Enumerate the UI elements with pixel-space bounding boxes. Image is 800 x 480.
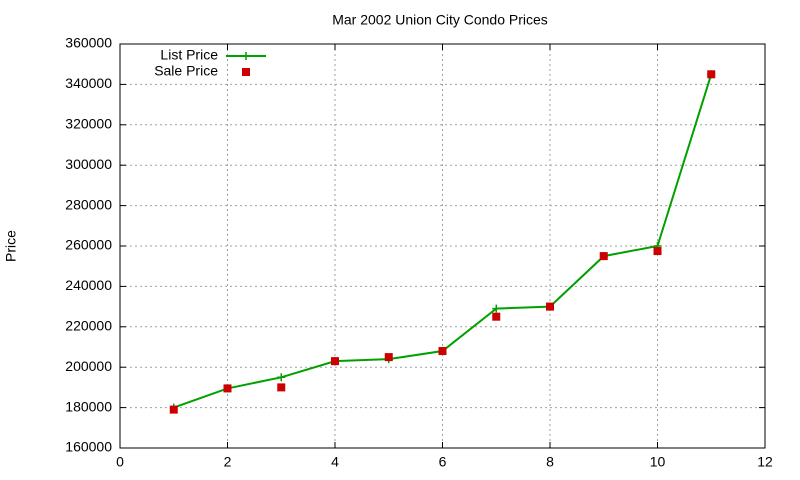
y-tick-label: 340000 [65, 75, 112, 91]
data-point [277, 373, 286, 382]
x-tick-label: 2 [224, 454, 232, 470]
y-tick-label: 180000 [65, 398, 112, 414]
y-tick-label: 240000 [65, 277, 112, 293]
x-tick-label: 10 [650, 454, 666, 470]
x-tick-label: 8 [546, 454, 554, 470]
legend-label: Sale Price [154, 63, 218, 79]
y-tick-label: 320000 [65, 116, 112, 132]
y-tick-label: 260000 [65, 237, 112, 253]
data-point [277, 383, 286, 392]
data-point [492, 304, 501, 313]
legend-label: List Price [160, 47, 218, 63]
data-point [546, 302, 554, 311]
y-axis-label: Price [3, 230, 19, 262]
data-point [169, 405, 178, 414]
x-tick-label: 0 [116, 454, 124, 470]
chart-title: Mar 2002 Union City Condo Prices [332, 12, 548, 28]
y-tick-label: 220000 [65, 318, 112, 334]
x-tick-label: 4 [331, 454, 339, 470]
data-point [492, 312, 501, 321]
y-tick-label: 300000 [65, 156, 112, 172]
data-point [653, 247, 662, 256]
data-point [599, 252, 608, 261]
data-point [223, 384, 232, 393]
x-tick-label: 6 [439, 454, 447, 470]
data-point [384, 353, 393, 362]
data-point [707, 70, 716, 79]
y-tick-label: 360000 [65, 35, 112, 51]
y-tick-label: 200000 [65, 358, 112, 374]
x-tick-label: 12 [757, 454, 773, 470]
plot-frame [119, 43, 766, 449]
y-tick-label: 280000 [65, 196, 112, 212]
data-point [438, 347, 447, 356]
legend-swatch [242, 52, 250, 60]
legend-swatch [242, 68, 250, 76]
data-point [331, 357, 339, 366]
y-tick-label: 160000 [65, 439, 112, 455]
